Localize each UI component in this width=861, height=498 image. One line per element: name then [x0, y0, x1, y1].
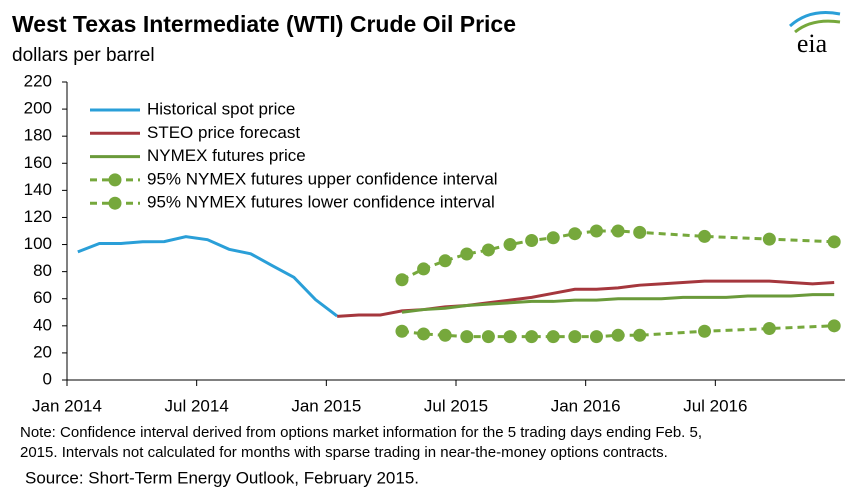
logo-text: eia — [797, 29, 828, 58]
series-marker — [481, 330, 495, 344]
series-marker — [633, 328, 647, 342]
series-marker — [417, 262, 431, 276]
series-line — [77, 235, 339, 318]
legend-marker — [108, 196, 122, 210]
logo-swoosh — [794, 19, 841, 34]
y-tick-label: 180 — [24, 126, 52, 145]
series-marker — [611, 328, 625, 342]
note: 2015. Intervals not calculated for month… — [20, 444, 668, 461]
legend-label: 95% NYMEX futures lower confidence inter… — [147, 193, 495, 212]
x-tick-label: Jul 2014 — [165, 396, 229, 415]
series-marker — [525, 233, 539, 247]
x-tick-label: Jul 2016 — [683, 396, 747, 415]
y-tick-label: 80 — [33, 261, 52, 280]
series-marker — [698, 324, 712, 338]
y-tick-label: 20 — [33, 342, 52, 361]
y-tick-label: 140 — [24, 180, 52, 199]
series-marker — [395, 324, 409, 338]
y-tick-label: 160 — [24, 153, 52, 172]
legend-label: Historical spot price — [147, 99, 295, 118]
y-tick-label: 120 — [24, 207, 52, 226]
series-marker — [481, 243, 495, 257]
series-marker — [762, 322, 776, 336]
legend-marker — [108, 173, 122, 187]
series-marker — [698, 229, 712, 243]
y-tick-label: 0 — [43, 369, 52, 388]
series-line — [401, 293, 835, 314]
series-marker — [503, 238, 517, 252]
series-marker — [827, 235, 841, 249]
legend-label: STEO price forecast — [147, 123, 300, 142]
logo: eia — [788, 11, 841, 58]
y-tick-label: 100 — [24, 234, 52, 253]
note: Note: Confidence interval derived from o… — [20, 424, 702, 441]
series-marker — [525, 330, 539, 344]
legend-label: 95% NYMEX futures upper confidence inter… — [147, 169, 498, 188]
chart-title: West Texas Intermediate (WTI) Crude Oil … — [12, 11, 516, 37]
source: Source: Short-Term Energy Outlook, Febru… — [25, 468, 419, 487]
series-marker — [568, 227, 582, 241]
series-line — [401, 324, 835, 339]
logo-swoosh — [788, 11, 841, 28]
series-marker — [460, 247, 474, 261]
y-tick-label: 40 — [33, 315, 52, 334]
series-marker — [438, 254, 452, 268]
chart-subtitle: dollars per barrel — [12, 45, 155, 66]
series-marker — [460, 330, 474, 344]
series-marker — [438, 328, 452, 342]
x-tick-label: Jul 2015 — [424, 396, 488, 415]
x-tick-label: Jan 2014 — [32, 396, 102, 415]
series-marker — [503, 330, 517, 344]
series-marker — [827, 319, 841, 333]
legend-label: NYMEX futures price — [147, 146, 306, 165]
series-marker — [589, 224, 603, 238]
series-marker — [568, 330, 582, 344]
series-marker — [611, 224, 625, 238]
series-marker — [633, 225, 647, 239]
y-tick-label: 60 — [33, 288, 52, 307]
y-tick-label: 200 — [24, 99, 52, 118]
series-marker — [589, 330, 603, 344]
series-marker — [546, 330, 560, 344]
x-tick-label: Jan 2015 — [291, 396, 361, 415]
series-marker — [417, 327, 431, 341]
series-marker — [546, 231, 560, 245]
series-marker — [762, 232, 776, 246]
series-marker — [395, 273, 409, 287]
y-tick-label: 220 — [24, 71, 52, 90]
x-tick-label: Jan 2016 — [551, 396, 621, 415]
